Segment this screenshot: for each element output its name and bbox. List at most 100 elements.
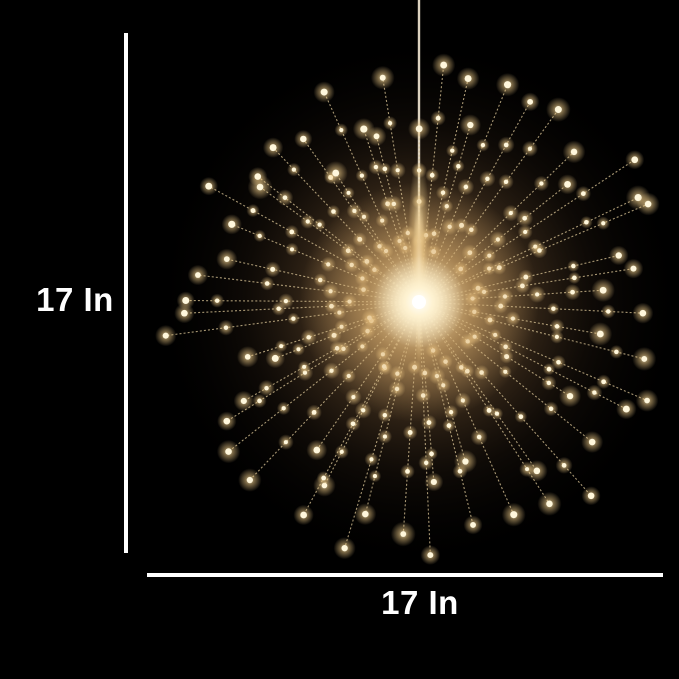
led-bulb: [476, 434, 482, 440]
led-bulb: [561, 463, 567, 468]
led-bulb: [525, 467, 530, 472]
led-bulb: [225, 448, 232, 455]
led-bulb: [264, 385, 269, 391]
led-bulb: [639, 309, 647, 317]
led-bulb: [228, 220, 236, 228]
led-bulb: [486, 408, 492, 413]
led-bulb: [205, 182, 213, 190]
led-bulb: [339, 127, 344, 133]
width-dimension-line: [147, 573, 663, 577]
led-bulb: [223, 325, 229, 330]
led-bulb: [395, 168, 400, 173]
center-glow: [299, 158, 539, 422]
led-bulb: [546, 366, 552, 372]
led-bulb: [470, 521, 476, 528]
led-bulb: [350, 421, 356, 427]
led-bulb: [450, 148, 455, 153]
led-bulb: [332, 169, 340, 177]
led-bulb: [554, 324, 560, 329]
led-bulb: [584, 219, 589, 225]
led-bulb: [276, 306, 281, 311]
light-string: [426, 307, 593, 443]
led-bulb: [596, 330, 604, 338]
led-bulb: [415, 125, 423, 133]
led-bulb: [250, 208, 256, 214]
led-bulb: [631, 156, 639, 164]
led-bulb: [599, 286, 607, 294]
led-bulb: [300, 135, 307, 143]
led-bulb: [257, 233, 262, 239]
led-bulb: [556, 360, 561, 365]
led-bulb: [162, 332, 169, 339]
led-bulb: [182, 297, 190, 305]
led-bulb: [300, 511, 308, 519]
light-string: [418, 311, 431, 556]
led-bulb: [281, 406, 286, 411]
width-dimension-label: 17 In: [381, 584, 459, 621]
led-bulb: [456, 164, 461, 169]
led-bulb: [283, 440, 288, 445]
led-bulb: [504, 81, 512, 89]
led-bulb: [291, 167, 297, 172]
led-bulb: [622, 405, 630, 413]
led-bulb: [539, 181, 544, 186]
led-bulb: [554, 334, 559, 339]
height-dimension-label: 17 In: [36, 281, 114, 318]
led-bulb: [522, 215, 528, 221]
led-bulb: [464, 75, 472, 83]
led-bulb: [279, 344, 284, 349]
height-dimension-line: [124, 33, 128, 553]
led-bulb: [223, 417, 231, 425]
led-bulb: [362, 510, 369, 518]
led-bulb: [373, 164, 379, 170]
led-bulb: [214, 298, 220, 303]
led-bulb: [429, 172, 435, 178]
led-bulb: [644, 200, 652, 208]
led-bulb: [467, 121, 474, 129]
led-bulb: [382, 166, 388, 172]
led-bulb: [311, 410, 317, 415]
led-bulb: [373, 133, 380, 140]
led-bulb: [588, 438, 596, 446]
led-bulb: [480, 143, 486, 148]
led-bulb: [615, 252, 622, 259]
led-bulb: [317, 222, 322, 227]
led-bulb: [195, 272, 201, 278]
led-bulb: [427, 552, 434, 559]
led-bulb: [527, 146, 533, 151]
led-bulb: [341, 544, 348, 552]
led-bulb: [269, 144, 277, 152]
led-bulb: [546, 500, 553, 508]
led-bulb: [387, 121, 393, 126]
led-bulb: [302, 364, 307, 369]
led-bulb: [537, 248, 542, 253]
led-bulb: [264, 281, 270, 286]
led-bulb: [305, 219, 310, 224]
led-bulb: [346, 190, 351, 195]
led-bulb: [339, 449, 344, 454]
led-bulb: [407, 430, 413, 435]
led-bulb: [424, 460, 429, 465]
led-bulb: [630, 265, 637, 272]
led-bulb: [382, 434, 387, 439]
led-bulb: [291, 316, 296, 321]
led-bulb: [554, 106, 562, 114]
led-bulb: [566, 392, 574, 400]
led-bulb: [320, 88, 328, 96]
led-bulb: [313, 446, 321, 454]
light-string: [420, 78, 469, 293]
led-bulb: [572, 275, 577, 281]
led-bulb: [601, 379, 607, 385]
led-bulb: [331, 209, 336, 214]
led-bulb: [223, 256, 230, 263]
led-bulb: [359, 173, 365, 178]
led-bulb: [551, 306, 556, 311]
light-string: [197, 274, 410, 302]
led-bulb: [570, 148, 578, 156]
led-bulb: [457, 468, 463, 474]
led-bulb: [283, 299, 288, 304]
led-bulb: [580, 191, 586, 197]
led-bulb: [503, 179, 509, 184]
